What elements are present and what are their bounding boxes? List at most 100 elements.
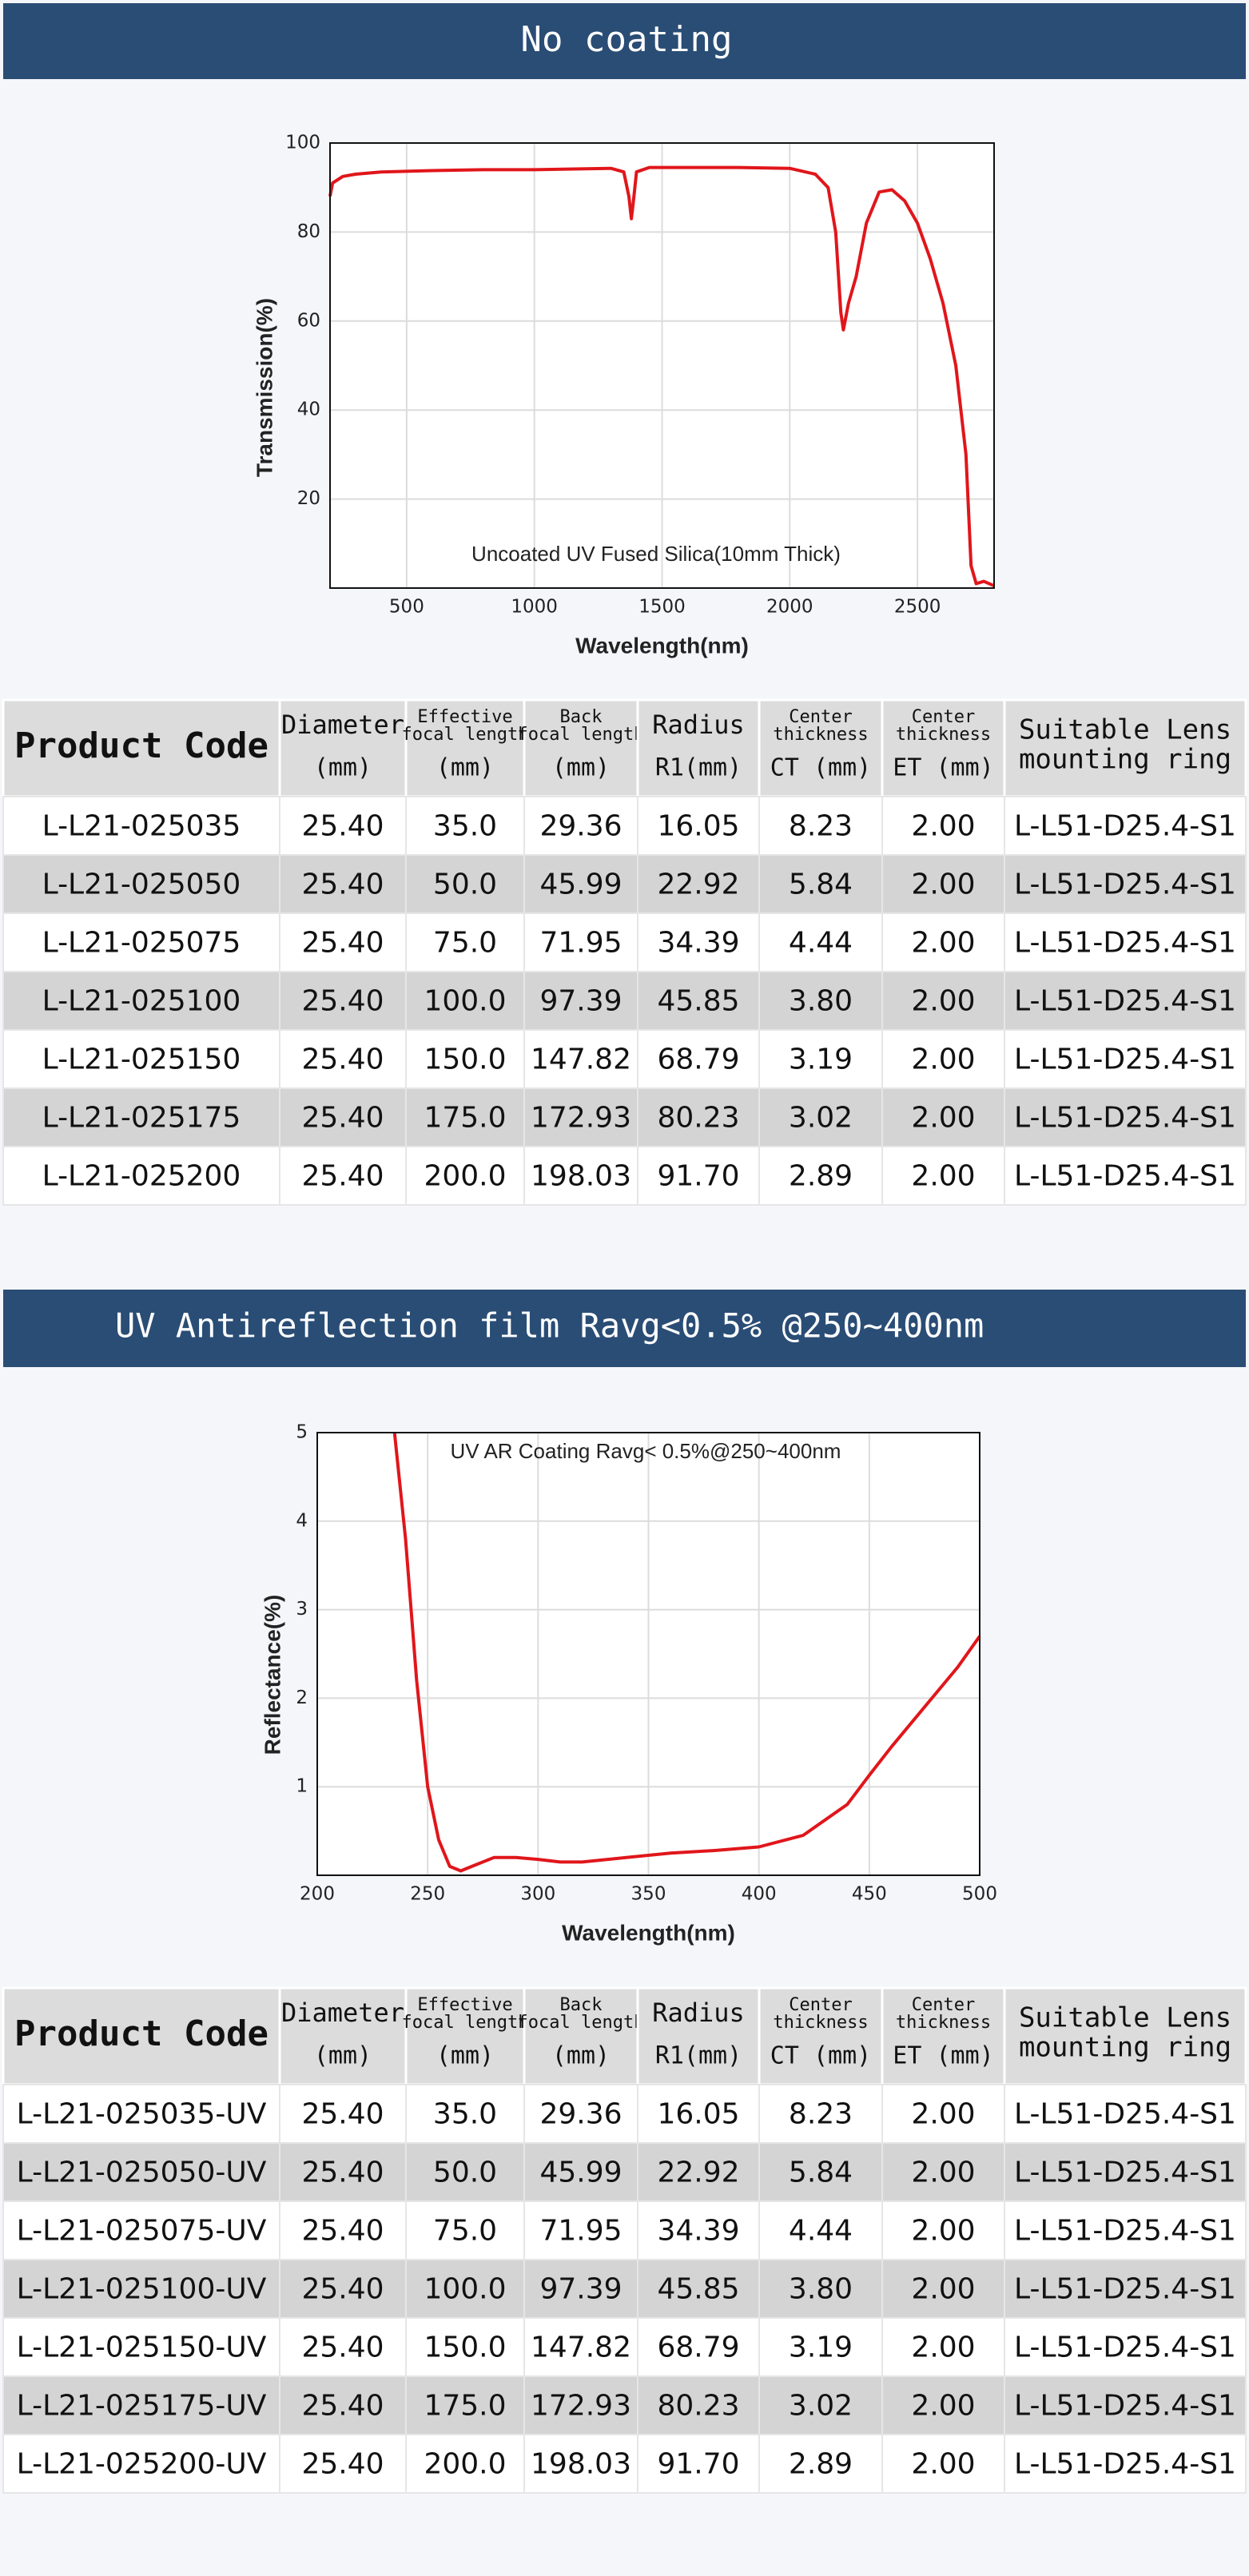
data-line xyxy=(328,165,995,588)
cell-text: 2.00 xyxy=(911,2098,975,2131)
cell-text: 2.00 xyxy=(911,1160,975,1193)
table-cell xyxy=(2,854,280,914)
x-axis-title: Wavelength(nm) xyxy=(562,1920,735,1945)
cell-text: 29.36 xyxy=(539,810,622,843)
table-cell xyxy=(405,912,525,972)
x-tick-label: 2000 xyxy=(766,597,813,618)
table-cell xyxy=(758,2434,883,2494)
header-text: ET (mm) xyxy=(893,2042,993,2070)
header-cell xyxy=(881,698,1006,798)
table-cell xyxy=(637,796,760,856)
table-cell xyxy=(523,796,638,856)
table-cell xyxy=(405,854,525,914)
cell-text: 2.00 xyxy=(911,2273,975,2306)
header-text: mounting ring xyxy=(1019,744,1231,776)
cell-text: 3.02 xyxy=(789,1102,853,1135)
table-cell xyxy=(279,1146,407,1206)
cell-text: 25.40 xyxy=(301,2332,384,2364)
cell-text: L-L21-025075-UV xyxy=(17,2215,267,2248)
cell-text: 175.0 xyxy=(424,1102,506,1135)
table-cell xyxy=(523,1029,638,1089)
header-text: focal length xyxy=(518,2013,645,2033)
cell-text: 2.00 xyxy=(911,810,975,843)
cell-text: L-L21-025035 xyxy=(42,810,241,843)
header-text: Center xyxy=(912,1995,975,2015)
cell-text: L-L51-D25.4-S1 xyxy=(1014,2157,1236,2189)
table-cell xyxy=(881,1087,1005,1147)
cell-text: L-L51-D25.4-S1 xyxy=(1014,2098,1236,2131)
cell-text: 25.40 xyxy=(301,2215,384,2248)
header-text: (mm) xyxy=(314,2042,372,2070)
header-cell xyxy=(1003,698,1247,798)
header-text: Center xyxy=(789,1995,852,2015)
header-text: thickness xyxy=(896,725,991,745)
header-text: Product Code xyxy=(14,2013,268,2054)
cell-text: 45.85 xyxy=(657,2273,739,2306)
cell-text: 147.82 xyxy=(531,2332,631,2364)
table-cell xyxy=(523,971,638,1031)
cell-text: 25.40 xyxy=(301,869,384,901)
table-cell xyxy=(1004,2200,1247,2260)
header-text: (mm) xyxy=(436,2042,494,2070)
cell-text: 25.40 xyxy=(301,1160,384,1193)
table-cell xyxy=(637,2434,760,2494)
table-cell xyxy=(2,2317,280,2377)
cell-text: L-L21-025075 xyxy=(42,927,241,960)
table-cell xyxy=(279,1087,407,1147)
cell-text: 2.00 xyxy=(911,2390,975,2423)
table-cell xyxy=(881,2142,1005,2202)
table-cell xyxy=(881,1146,1005,1206)
table-cell xyxy=(758,854,883,914)
table-cell xyxy=(637,2259,760,2319)
cell-text: 8.23 xyxy=(789,2098,853,2131)
banner xyxy=(3,3,1246,79)
table-cell xyxy=(405,2317,525,2377)
cell-text: L-L21-025050-UV xyxy=(17,2157,267,2189)
cell-text: 3.19 xyxy=(789,1044,853,1076)
header-text: (mm) xyxy=(314,754,372,782)
cell-text: 45.85 xyxy=(657,985,739,1018)
cell-text: 25.40 xyxy=(301,985,384,1018)
cell-text: 68.79 xyxy=(657,1044,739,1076)
y-tick-label: 3 xyxy=(296,1599,308,1620)
cell-text: L-L21-025200-UV xyxy=(17,2448,267,2481)
cell-text: L-L51-D25.4-S1 xyxy=(1014,2390,1236,2423)
annotation: Uncoated UV Fused Silica(10mm Thick) xyxy=(471,542,841,566)
cell-text: 2.00 xyxy=(911,869,975,901)
table-cell xyxy=(758,971,883,1031)
header-text: Product Code xyxy=(14,725,268,766)
x-tick-label: 450 xyxy=(852,1884,887,1905)
cell-text: 80.23 xyxy=(657,2390,739,2423)
cell-text: 147.82 xyxy=(531,1044,631,1076)
cell-text: L-L51-D25.4-S1 xyxy=(1014,1102,1236,1135)
cell-text: L-L21-025200 xyxy=(42,1160,241,1193)
table-cell xyxy=(881,912,1005,972)
cell-text: L-L21-025150 xyxy=(42,1044,241,1076)
cell-text: 5.84 xyxy=(789,869,853,901)
cell-text: 150.0 xyxy=(424,2332,506,2364)
cell-text: L-L51-D25.4-S1 xyxy=(1014,2448,1236,2481)
header-text: ET (mm) xyxy=(893,754,993,782)
cell-text: 35.0 xyxy=(433,2098,497,2131)
table-cell xyxy=(881,2200,1005,2260)
y-tick-label: 20 xyxy=(297,488,320,509)
cell-text: 2.00 xyxy=(911,985,975,1018)
cell-text: L-L21-025050 xyxy=(42,869,241,901)
header-text: focal length xyxy=(402,725,529,745)
cell-text: L-L51-D25.4-S1 xyxy=(1014,2273,1236,2306)
cell-text: 16.05 xyxy=(657,810,739,843)
cell-text: 2.00 xyxy=(911,1044,975,1076)
cell-text: L-L21-025100-UV xyxy=(17,2273,267,2306)
table-cell xyxy=(279,971,407,1031)
table-cell xyxy=(405,2434,525,2494)
header-cell xyxy=(523,698,639,798)
header-cell xyxy=(758,1986,884,2086)
y-tick-label: 40 xyxy=(297,400,320,420)
table-cell xyxy=(523,2200,638,2260)
cell-text: 22.92 xyxy=(657,2157,739,2189)
cell-text: L-L51-D25.4-S1 xyxy=(1014,985,1236,1018)
header-text: Effective xyxy=(417,707,512,727)
cell-text: L-L51-D25.4-S1 xyxy=(1014,810,1236,843)
table-cell xyxy=(881,1029,1005,1089)
